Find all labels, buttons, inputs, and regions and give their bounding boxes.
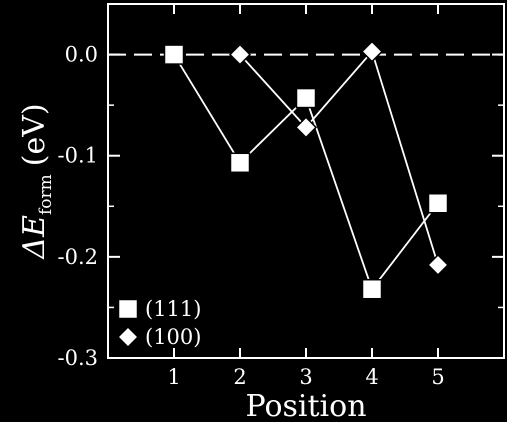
series-line bbox=[239, 49, 439, 266]
data-point bbox=[228, 43, 252, 66]
series-1-points bbox=[163, 44, 449, 300]
data-point bbox=[361, 278, 383, 300]
x-axis-label: Position bbox=[245, 389, 366, 422]
legend-label: (111) bbox=[145, 297, 201, 321]
y-tick-label: -0.2 bbox=[58, 245, 99, 269]
y-tick-label: -0.3 bbox=[58, 346, 99, 370]
x-tick-label: 3 bbox=[299, 365, 312, 389]
data-point bbox=[360, 40, 384, 63]
series-2 bbox=[239, 49, 439, 266]
data-point bbox=[163, 44, 185, 65]
data-point bbox=[229, 152, 251, 174]
y-axis-label-subscript: form bbox=[36, 174, 56, 215]
legend: (111) (100) bbox=[116, 297, 201, 349]
y-axis-label-unit: (eV) bbox=[17, 103, 52, 166]
series-layer bbox=[163, 40, 450, 300]
legend-marker bbox=[117, 298, 139, 320]
y-axis-label: ΔEform (eV) bbox=[17, 103, 56, 259]
x-tick-label: 2 bbox=[233, 365, 246, 389]
data-point bbox=[426, 253, 450, 277]
y-axis-label-main: ΔE bbox=[17, 215, 52, 260]
x-axis-ticks: 1 2 3 4 5 bbox=[167, 4, 445, 389]
x-tick-label: 4 bbox=[365, 365, 378, 389]
series-2-points bbox=[228, 40, 450, 277]
legend-marker bbox=[116, 325, 140, 349]
data-point bbox=[295, 87, 317, 109]
data-point bbox=[294, 116, 318, 139]
x-tick-label: 1 bbox=[167, 365, 180, 389]
data-point bbox=[427, 193, 449, 214]
y-tick-label: 0.0 bbox=[65, 43, 98, 67]
y-tick-label: -0.1 bbox=[58, 144, 99, 168]
x-tick-label: 5 bbox=[431, 365, 444, 389]
y-axis-ticks: 0.0 -0.1 -0.2 -0.3 bbox=[58, 43, 504, 370]
legend-label: (100) bbox=[145, 325, 201, 349]
